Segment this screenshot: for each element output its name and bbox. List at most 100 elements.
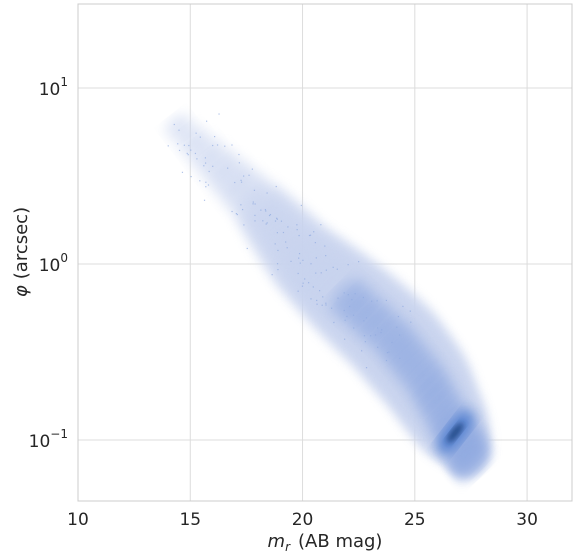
y-tick-label: 10−1 bbox=[29, 427, 68, 452]
density-peak bbox=[447, 422, 464, 443]
scatter-point bbox=[309, 234, 312, 236]
scatter-point bbox=[208, 170, 210, 173]
scatter-point bbox=[344, 319, 346, 321]
plot-border bbox=[77, 3, 573, 502]
scatter-point bbox=[369, 335, 372, 337]
scatter-point bbox=[301, 285, 304, 287]
density-band-blob bbox=[338, 287, 375, 323]
scatter-point bbox=[265, 223, 267, 225]
scatter-point bbox=[402, 305, 404, 308]
scatter-point bbox=[374, 334, 377, 336]
scatter-point bbox=[195, 132, 197, 134]
scatter-point bbox=[266, 192, 268, 194]
scatter-point bbox=[386, 352, 389, 354]
scatter-point bbox=[316, 303, 318, 305]
scatter-point bbox=[325, 269, 327, 271]
scatter-point bbox=[194, 152, 197, 155]
scatter-point bbox=[243, 175, 245, 177]
scatter-point bbox=[351, 299, 353, 301]
scatter-point bbox=[316, 299, 318, 302]
scatter-point bbox=[204, 157, 207, 159]
scatter-point bbox=[274, 220, 277, 222]
scatter-point bbox=[310, 263, 312, 265]
scatter-point bbox=[343, 309, 345, 312]
scatter-point bbox=[347, 294, 349, 296]
scatter-point bbox=[240, 181, 243, 183]
scatter-point bbox=[398, 334, 401, 336]
scatter-point bbox=[377, 327, 379, 329]
scatter-point bbox=[385, 359, 388, 362]
scatter-point bbox=[385, 299, 387, 302]
scatter-point bbox=[241, 208, 244, 211]
scatter-point bbox=[297, 290, 299, 292]
scatter-point bbox=[181, 171, 184, 173]
scatter-point bbox=[207, 184, 210, 186]
scatter-point bbox=[333, 321, 335, 324]
density-band-blob bbox=[347, 295, 384, 332]
scatter-point bbox=[199, 180, 201, 182]
scatter-point bbox=[253, 189, 256, 191]
scatter-point bbox=[365, 317, 368, 319]
scatter-point bbox=[190, 175, 192, 178]
scatter-point bbox=[321, 304, 323, 306]
scatter-point bbox=[262, 220, 264, 222]
scatter-point bbox=[275, 185, 277, 188]
scatter-point bbox=[254, 203, 256, 205]
scatter-point bbox=[236, 213, 238, 216]
scatter-point bbox=[276, 217, 278, 219]
scatter-point bbox=[343, 292, 345, 294]
x-axis-label: mr (AB mag) bbox=[268, 531, 383, 554]
scatter-point bbox=[231, 144, 233, 146]
scatter-point bbox=[277, 268, 279, 271]
scatter-point bbox=[296, 224, 298, 226]
scatter-point bbox=[358, 261, 360, 263]
scatter-point bbox=[315, 272, 317, 274]
scatter-point bbox=[332, 266, 334, 268]
density-band-blob bbox=[329, 279, 366, 315]
scatter-point bbox=[240, 204, 242, 206]
scatter-point bbox=[361, 350, 363, 352]
y-tick-labels: 10−1 100 101 bbox=[29, 75, 68, 452]
scatter-point bbox=[178, 129, 180, 131]
scatter-point bbox=[336, 268, 338, 270]
scatter-point bbox=[243, 224, 245, 226]
scatter-point bbox=[325, 255, 327, 257]
scatter-point bbox=[324, 245, 326, 247]
scatter-point bbox=[363, 335, 366, 337]
scatter-point bbox=[260, 209, 262, 211]
scatter-point bbox=[376, 300, 378, 302]
density-band-blob bbox=[365, 312, 402, 348]
scatter-point bbox=[254, 214, 256, 217]
scatter-point bbox=[188, 144, 190, 147]
scatter-point bbox=[205, 186, 207, 188]
scatter-point bbox=[364, 341, 366, 343]
scatter-point bbox=[371, 300, 373, 302]
density-cloud bbox=[165, 113, 490, 481]
scatter-point bbox=[296, 229, 298, 231]
scatter-point bbox=[178, 149, 181, 152]
scatter-point bbox=[276, 263, 279, 265]
scatter-point bbox=[265, 210, 267, 212]
scatter-point bbox=[266, 222, 268, 224]
plot-frame bbox=[77, 3, 573, 502]
scatter-point bbox=[271, 274, 273, 276]
scatter-point bbox=[199, 136, 201, 138]
scatter-point bbox=[251, 168, 253, 170]
scatter-point bbox=[286, 247, 288, 249]
scatter-point bbox=[314, 242, 316, 244]
scatter-point bbox=[330, 307, 333, 309]
density-band-blob bbox=[453, 444, 490, 481]
scatter-point bbox=[325, 302, 327, 304]
scatter-point bbox=[312, 286, 314, 288]
scatter-point bbox=[246, 247, 248, 250]
scatter-point bbox=[298, 252, 301, 255]
scatter-point bbox=[362, 296, 364, 299]
scatter-point bbox=[183, 144, 185, 146]
scatter-point bbox=[377, 346, 379, 348]
scatter-point bbox=[204, 162, 207, 164]
scatter-point bbox=[302, 282, 304, 284]
scatter-point bbox=[308, 234, 311, 237]
x-tick-label: 20 bbox=[292, 510, 314, 530]
scatter-point bbox=[214, 135, 216, 138]
